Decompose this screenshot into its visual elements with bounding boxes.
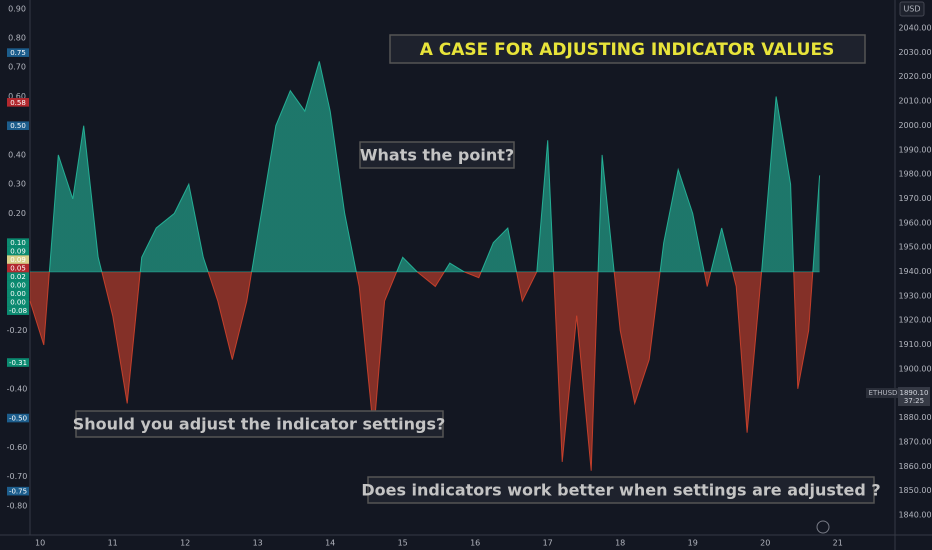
y2-tick-label: 1990.00	[898, 145, 931, 154]
value-badge	[7, 263, 29, 273]
y2-tick-label: 1960.00	[898, 218, 931, 227]
y2-tick-label: 1840.00	[898, 511, 931, 520]
y-tick-label: 0.90	[8, 4, 26, 13]
y-tick-label: -0.60	[7, 443, 28, 452]
title-box	[389, 34, 866, 64]
value-badge-label: 0.10	[10, 239, 26, 247]
value-badge	[7, 238, 29, 247]
y-tick-label: 0.60	[8, 92, 26, 101]
y-tick-label: -0.70	[7, 472, 28, 481]
y-tick-label: -0.20	[7, 326, 28, 335]
y2-tick-label: 1980.00	[898, 170, 931, 179]
currency-button[interactable]	[899, 1, 925, 17]
value-badge	[7, 486, 29, 496]
y-tick-label: 0.70	[8, 63, 26, 72]
value-badge-label: -0.50	[9, 415, 27, 423]
x-tick-label: 11	[108, 539, 118, 548]
y2-tick-label: 2030.00	[898, 48, 931, 57]
price-label: 1890.10	[900, 389, 929, 397]
y-tick-label: -0.40	[7, 384, 28, 393]
y2-tick-label: 1970.00	[898, 194, 931, 203]
y2-tick-label: 1930.00	[898, 291, 931, 300]
annotation: Whats the point?	[360, 146, 514, 165]
price-box	[898, 387, 930, 407]
x-tick-label: 10	[35, 539, 45, 548]
y-tick-label: 0.80	[8, 34, 26, 43]
value-badge-label: 0.58	[10, 99, 26, 107]
x-tick-label: 12	[180, 539, 190, 548]
y-tick-label: 0.20	[8, 209, 26, 218]
value-badge	[7, 306, 29, 315]
y2-tick-label: 2040.00	[898, 24, 931, 33]
x-tick-label: 16	[470, 539, 480, 548]
y2-tick-label: 2000.00	[898, 121, 931, 130]
value-badge-label: 0.09	[10, 248, 26, 256]
x-tick-label: 21	[833, 539, 843, 548]
y-tick-label: -0.80	[7, 501, 28, 510]
x-tick-label: 13	[253, 539, 263, 548]
value-badge-label: -0.75	[9, 488, 27, 496]
y2-tick-label: 1900.00	[898, 364, 931, 373]
value-badge-label: 0.00	[10, 290, 26, 298]
title: A CASE FOR ADJUSTING INDICATOR VALUES	[420, 40, 835, 60]
y2-tick-label: 2020.00	[898, 72, 931, 81]
x-tick-label: 17	[543, 539, 553, 548]
value-badge	[7, 48, 29, 57]
value-badge-label: 0.09	[10, 256, 26, 264]
value-badge-label: 0.02	[10, 273, 26, 281]
value-badge-label: 0.05	[10, 265, 26, 273]
replay-icon[interactable]	[816, 520, 830, 534]
value-badge	[7, 272, 29, 281]
x-tick-label: 14	[325, 539, 335, 548]
value-badge	[7, 280, 29, 290]
value-badge-label: 0.75	[10, 49, 26, 57]
y2-tick-label: 2010.00	[898, 97, 931, 106]
currency[interactable]: USD	[903, 5, 920, 14]
value-badge-label: 0.50	[10, 122, 26, 130]
y2-tick-label: 1940.00	[898, 267, 931, 276]
price-symbol: ETHUSD	[869, 389, 898, 397]
annotation-box	[367, 476, 875, 504]
y2-tick-label: 1860.00	[898, 462, 931, 471]
y2-tick-label: 1870.00	[898, 437, 931, 446]
value-badge	[7, 246, 29, 256]
value-badge	[7, 413, 29, 423]
area	[30, 61, 820, 471]
value-badge-label: -0.31	[9, 359, 27, 367]
annotation: Should you adjust the indicator settings…	[73, 415, 446, 434]
y2-tick-label: 1880.00	[898, 413, 931, 422]
value-badge-label: 0.00	[10, 282, 26, 290]
x-tick-label: 19	[688, 539, 698, 548]
x-tick-label: 18	[615, 539, 625, 548]
price-symbol-box	[866, 388, 900, 399]
y-tick-label: 0.40	[8, 150, 26, 159]
y2-tick-label: 1850.00	[898, 486, 931, 495]
y2-tick-label: 1920.00	[898, 316, 931, 325]
annotation: Does indicators work better when setting…	[361, 481, 880, 500]
y2-tick-label: 1910.00	[898, 340, 931, 349]
countdown: 37:25	[904, 397, 924, 405]
y-tick-label: 0.30	[8, 180, 26, 189]
x-tick-label: 15	[398, 539, 408, 548]
value-badge-label: 0.00	[10, 299, 26, 307]
value-badge	[7, 255, 29, 264]
value-badge	[7, 98, 29, 107]
x-tick-label: 20	[760, 539, 770, 548]
area-line	[29, 61, 821, 471]
annotation-box	[75, 410, 444, 438]
value-badge	[7, 289, 29, 298]
y2-tick-label: 1950.00	[898, 243, 931, 252]
value-badge-label: -0.08	[9, 307, 27, 315]
value-badge	[7, 358, 29, 367]
value-badge	[7, 297, 29, 307]
value-badge	[7, 121, 29, 131]
annotation-box	[359, 141, 515, 169]
